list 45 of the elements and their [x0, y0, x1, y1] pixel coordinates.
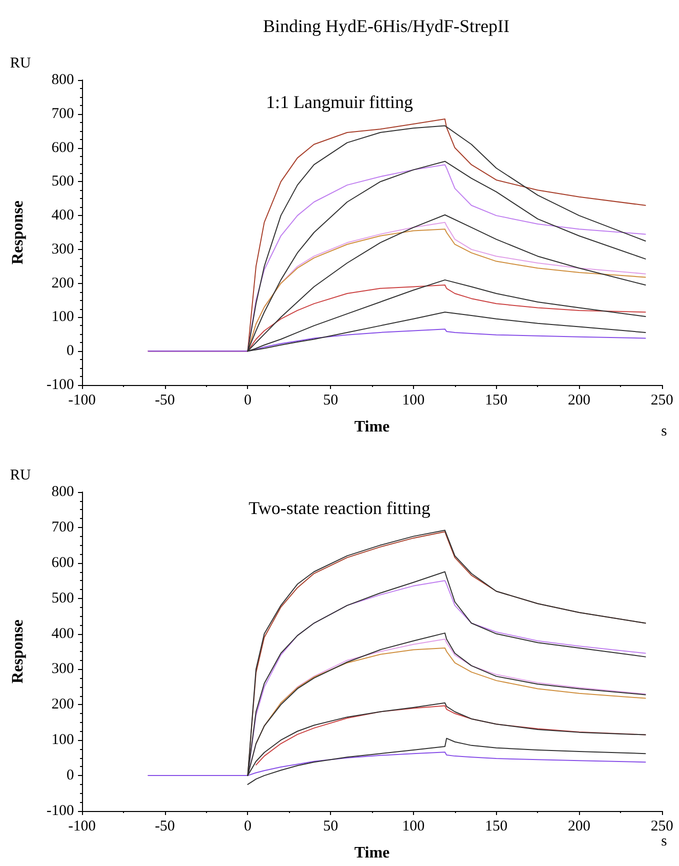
x-tick-label: 200 — [568, 818, 590, 834]
y-tick-label: 100 — [52, 732, 74, 748]
x-tick-label: 250 — [650, 392, 674, 408]
x-tick-label: 150 — [485, 392, 508, 408]
y-tick-label: 500 — [52, 590, 74, 606]
y-tick-label: 300 — [52, 241, 74, 258]
x-tick-label: 50 — [323, 392, 338, 408]
y-tick-label: 800 — [52, 484, 74, 500]
x-axis-title: Time — [354, 844, 390, 862]
y-tick-label: 200 — [52, 696, 74, 713]
y-tick-label: -100 — [46, 377, 74, 393]
text: RU — [10, 468, 32, 484]
x-tick-label: 150 — [485, 818, 508, 834]
y-tick-label: 600 — [52, 554, 74, 571]
x-tick-label: 250 — [650, 818, 674, 834]
x-tick-label: 100 — [402, 392, 425, 408]
y-tick-label: 100 — [52, 309, 74, 326]
x-tick-label: 0 — [244, 392, 252, 408]
text: RU — [10, 56, 32, 72]
y-tick-label: 400 — [52, 626, 74, 642]
x-tick-label: -50 — [154, 392, 175, 408]
y-tick-label: 0 — [66, 343, 74, 360]
y-axis-title: Response — [10, 619, 26, 684]
y-tick-label: 600 — [52, 140, 74, 156]
x-tick-label: 50 — [323, 818, 338, 834]
chart-title: Binding HydE-6His/HydF-StrepII — [263, 16, 510, 36]
x-tick-label: 200 — [568, 392, 590, 408]
x-tick-label: -50 — [154, 818, 175, 834]
y-tick-label: -100 — [46, 803, 74, 819]
chart-title: Two-state reaction fitting — [248, 498, 430, 518]
y-tick-label: 700 — [52, 519, 74, 536]
y-tick-label: 800 — [52, 72, 74, 88]
x-tick-label: 0 — [244, 818, 252, 834]
text: 1:1 Langmuir fitting — [266, 92, 413, 112]
y-tick-label: 400 — [52, 208, 74, 224]
x-axis-title: Time — [354, 418, 390, 436]
y-tick-label: 200 — [52, 275, 74, 292]
y-tick-label: 700 — [52, 106, 74, 122]
text: s — [661, 424, 668, 440]
y-tick-label: 300 — [52, 661, 74, 678]
y-axis-title: Response — [10, 200, 26, 265]
x-tick-label: 100 — [402, 818, 425, 834]
y-tick-label: 500 — [52, 174, 74, 190]
y-tick-label: 0 — [66, 768, 74, 784]
text: s — [661, 834, 668, 850]
